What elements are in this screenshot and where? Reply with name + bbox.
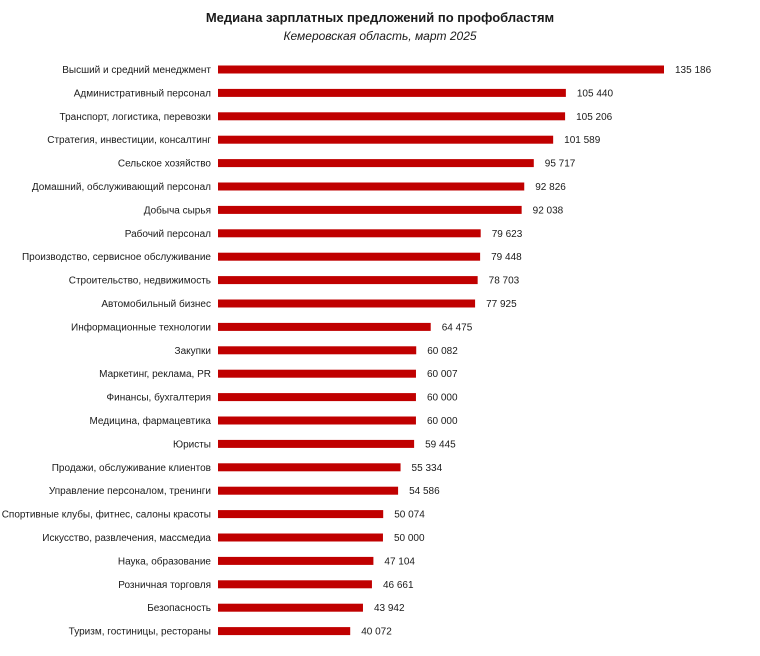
- category-label: Строительство, недвижимость: [69, 276, 211, 287]
- category-label: Маркетинг, реклама, PR: [99, 369, 211, 380]
- category-label: Домашний, обслуживающий персонал: [32, 181, 211, 193]
- bar: [218, 112, 566, 121]
- category-label: Медицина, фармацевтика: [89, 415, 211, 427]
- category-label: Автомобильный бизнес: [101, 298, 211, 310]
- bar: [218, 252, 481, 261]
- category-label: Спортивные клубы, фитнес, салоны красоты: [2, 509, 211, 521]
- category-label: Туризм, гостиницы, рестораны: [69, 627, 211, 638]
- category-label: Управление персоналом, тренинги: [49, 486, 211, 497]
- bar: [218, 322, 431, 331]
- bar: [218, 463, 401, 472]
- value-label: 59 445: [425, 439, 456, 450]
- bar: [218, 393, 416, 402]
- category-label: Стратегия, инвестиции, консалтинг: [47, 135, 211, 146]
- category-label: Наука, образование: [118, 555, 212, 567]
- value-label: 50 000: [394, 533, 425, 544]
- value-label: 60 082: [427, 346, 458, 357]
- value-label: 78 703: [489, 276, 520, 287]
- category-label: Добыча сырья: [144, 204, 211, 216]
- category-label: Искусство, развлечения, массмедиа: [42, 533, 211, 544]
- value-label: 105 440: [577, 88, 614, 99]
- chart-subtitle: Кемеровская область, март 2025: [283, 29, 477, 43]
- category-label: Информационные технологии: [71, 321, 211, 333]
- value-label: 50 074: [394, 510, 425, 521]
- bar: [218, 416, 416, 425]
- value-label: 60 000: [427, 416, 458, 427]
- value-label: 55 334: [412, 463, 443, 474]
- value-label: 105 206: [576, 112, 613, 123]
- category-label: Высший и средний менеджмент: [62, 65, 211, 76]
- category-label: Транспорт, логистика, перевозки: [60, 112, 211, 123]
- bar: [218, 299, 476, 308]
- bar: [218, 182, 525, 191]
- bar: [218, 439, 415, 448]
- category-label: Закупки: [175, 346, 211, 357]
- value-label: 77 925: [486, 299, 517, 310]
- value-label: 60 007: [427, 369, 458, 380]
- value-label: 79 448: [491, 252, 522, 263]
- bar: [218, 556, 374, 565]
- bar: [218, 510, 384, 519]
- category-label: Безопасность: [147, 603, 211, 614]
- bar: [218, 346, 417, 355]
- bar: [218, 580, 372, 589]
- category-label: Рабочий персонал: [125, 228, 211, 240]
- bar: [218, 627, 351, 636]
- value-label: 46 661: [383, 580, 414, 591]
- bar: [218, 369, 416, 378]
- value-label: 60 000: [427, 393, 458, 404]
- category-label: Сельское хозяйство: [118, 159, 212, 170]
- bar: [218, 276, 478, 285]
- value-label: 92 038: [533, 205, 564, 216]
- value-label: 135 186: [675, 65, 712, 76]
- category-label: Финансы, бухгалтерия: [107, 392, 211, 404]
- value-label: 95 717: [545, 159, 576, 170]
- value-label: 92 826: [535, 182, 566, 193]
- chart-title: Медиана зарплатных предложений по профоб…: [205, 10, 555, 25]
- category-label: Юристы: [173, 439, 211, 450]
- category-label: Продажи, обслуживание клиентов: [52, 462, 211, 474]
- category-label: Производство, сервисное обслуживание: [22, 251, 211, 263]
- category-label: Розничная торговля: [118, 580, 211, 591]
- value-label: 54 586: [409, 486, 440, 497]
- bar: [218, 533, 383, 542]
- value-label: 101 589: [564, 135, 601, 146]
- bar: [218, 486, 399, 495]
- value-label: 43 942: [374, 603, 405, 614]
- bar: [218, 229, 481, 238]
- value-label: 64 475: [442, 322, 473, 333]
- bar: [218, 65, 664, 74]
- bar: [218, 205, 522, 214]
- bar: [218, 603, 363, 612]
- value-label: 40 072: [361, 627, 392, 638]
- category-label: Административный персонал: [74, 88, 211, 99]
- bar: [218, 159, 534, 168]
- bar: [218, 135, 554, 144]
- value-label: 79 623: [492, 229, 523, 240]
- value-label: 47 104: [384, 556, 415, 567]
- bar: [218, 88, 566, 97]
